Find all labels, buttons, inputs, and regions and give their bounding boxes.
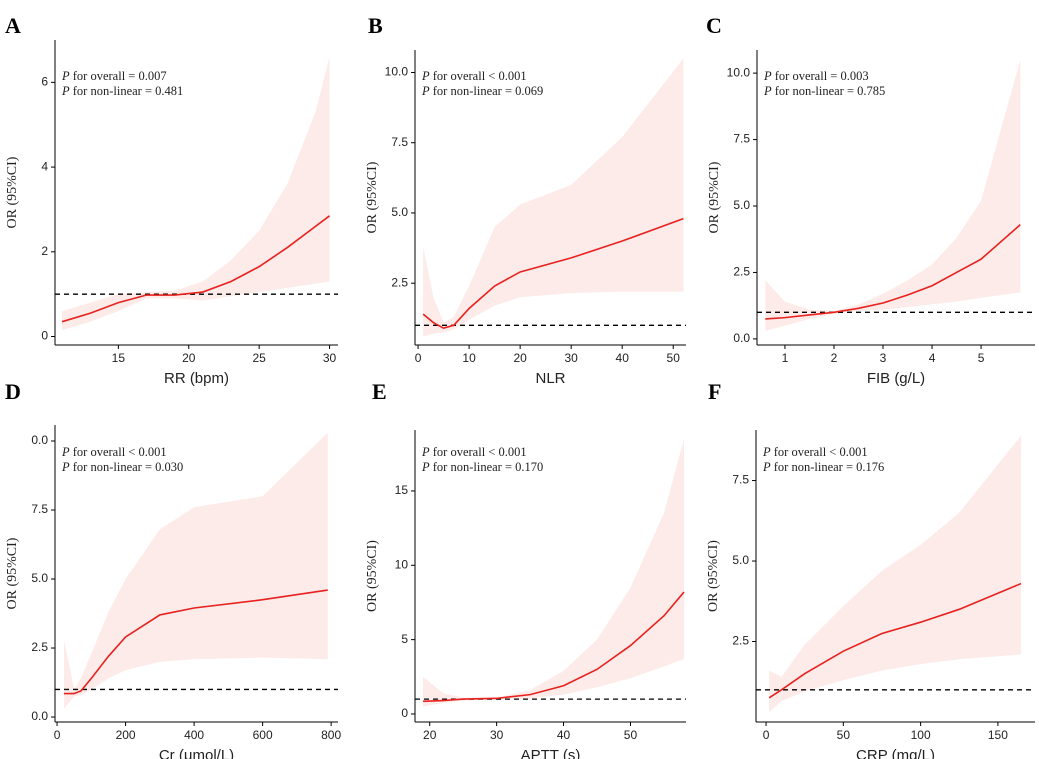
y-axis-label: OR (95%CI) (5, 156, 20, 228)
x-tick-label: 0 (763, 728, 770, 742)
y-tick-label: 5 (401, 632, 408, 646)
y-tick-label: 5.0 (733, 198, 750, 212)
x-tick-label: 20 (182, 351, 196, 365)
annotation: P for overall = 0.007 (61, 69, 167, 83)
ci-band (63, 432, 328, 709)
annotation: P for overall < 0.001 (61, 445, 167, 459)
x-tick-label: 4 (929, 351, 936, 365)
x-tick-label: 600 (253, 728, 273, 742)
panel-label: B (368, 13, 383, 38)
ci-band (765, 59, 1021, 331)
annotation: P for non-linear = 0.069 (421, 84, 543, 98)
y-tick-label: 10.0 (727, 65, 751, 79)
annotation: P for non-linear = 0.030 (61, 460, 183, 474)
y-tick-label: 2.5 (391, 275, 408, 289)
x-tick-label: 40 (557, 728, 571, 742)
annotation: P for non-linear = 0.176 (762, 460, 884, 474)
y-axis-label: OR (95%CI) (365, 161, 380, 233)
y-tick-label: 0 (41, 329, 48, 343)
y-tick-label: 7.5 (31, 502, 48, 516)
or-curve (63, 589, 328, 695)
panel-label: E (372, 379, 387, 404)
y-tick-label: 4 (41, 159, 48, 173)
x-tick-label: 400 (184, 728, 204, 742)
x-tick-label: 150 (988, 728, 1008, 742)
x-tick-label: 100 (911, 728, 931, 742)
ci-band (423, 438, 684, 707)
annotation: P for non-linear = 0.785 (763, 84, 885, 98)
x-tick-label: 50 (667, 351, 681, 365)
x-tick-label: 25 (252, 351, 266, 365)
x-tick-label: 20 (513, 351, 527, 365)
panel-label: C (706, 13, 722, 38)
y-tick-label: 2.5 (732, 634, 749, 648)
annotation: P for overall < 0.001 (421, 69, 527, 83)
or-curve (423, 591, 685, 703)
x-tick-label: 30 (490, 728, 504, 742)
x-tick-label: 5 (978, 351, 985, 365)
ci-band (62, 56, 330, 331)
y-tick-label: 7.5 (732, 473, 749, 487)
x-axis-label: CRP (mg/L) (856, 747, 935, 759)
x-tick-label: 15 (112, 351, 126, 365)
x-tick-label: 10 (462, 351, 476, 365)
y-tick-label: 10.0 (385, 65, 409, 79)
or-curve (422, 217, 684, 330)
y-tick-label: 0 (401, 706, 408, 720)
x-tick-label: 30 (564, 351, 578, 365)
x-tick-label: 50 (837, 728, 851, 742)
annotation: P for non-linear = 0.481 (61, 84, 183, 98)
y-axis-label: OR (95%CI) (707, 161, 722, 233)
x-axis-label: Cr (μmol/L) (159, 747, 234, 759)
y-tick-label: 0.0 (31, 709, 48, 723)
y-tick-label: 7.5 (733, 132, 750, 146)
x-axis-label: FIB (g/L) (867, 370, 925, 387)
y-tick-label: 7.5 (391, 135, 408, 149)
x-axis-label: APTT (s) (521, 747, 581, 759)
y-tick-label: 2.5 (733, 265, 750, 279)
or-curve (61, 215, 331, 323)
panel-label: A (5, 13, 21, 38)
x-axis-label: RR (bpm) (164, 370, 229, 387)
y-tick-label: 6 (41, 75, 48, 89)
y-tick-label: 0.0 (31, 433, 48, 447)
x-tick-label: 20 (423, 728, 437, 742)
y-tick-label: 2.5 (31, 640, 48, 654)
x-tick-label: 2 (831, 351, 838, 365)
annotation: P for overall < 0.001 (762, 445, 868, 459)
ci-band (423, 58, 684, 337)
annotation: P for overall = 0.003 (763, 69, 869, 83)
y-tick-label: 10 (395, 557, 409, 571)
y-axis-label: OR (95%CI) (365, 540, 380, 612)
annotation: P for overall < 0.001 (421, 445, 527, 459)
x-tick-label: 30 (323, 351, 337, 365)
y-tick-label: 5.0 (391, 205, 408, 219)
ci-band (769, 435, 1022, 713)
y-axis-label: OR (95%CI) (5, 537, 20, 609)
y-tick-label: 2 (41, 244, 48, 258)
y-tick-label: 5.0 (732, 553, 749, 567)
or-curve (768, 582, 1022, 699)
y-tick-label: 5.0 (31, 571, 48, 585)
panel-label: D (5, 379, 21, 404)
y-axis-label: OR (95%CI) (706, 540, 721, 612)
y-tick-label: 0.0 (733, 331, 750, 345)
x-tick-label: 40 (616, 351, 630, 365)
x-tick-label: 50 (624, 728, 638, 742)
or-curve (765, 224, 1021, 320)
panel-label: F (708, 379, 721, 404)
x-axis-label: NLR (535, 370, 565, 387)
x-tick-label: 200 (116, 728, 136, 742)
x-tick-label: 800 (321, 728, 341, 742)
y-tick-label: 15 (395, 483, 409, 497)
x-tick-label: 3 (880, 351, 887, 365)
x-tick-label: 0 (415, 351, 422, 365)
x-tick-label: 1 (782, 351, 789, 365)
x-tick-label: 0 (54, 728, 61, 742)
annotation: P for non-linear = 0.170 (421, 460, 543, 474)
